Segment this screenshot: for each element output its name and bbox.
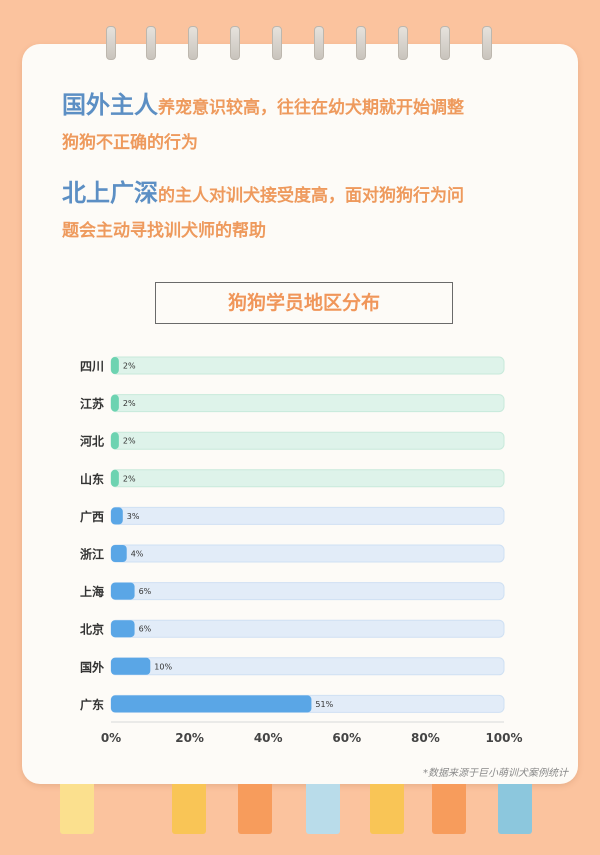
binder-ring-icon bbox=[398, 26, 408, 60]
data-label: 2% bbox=[123, 437, 136, 446]
data-label: 2% bbox=[123, 362, 136, 371]
binder-ring-icon bbox=[440, 26, 450, 60]
bar bbox=[111, 357, 119, 374]
category-label: 山东 bbox=[80, 471, 104, 486]
data-label: 3% bbox=[127, 512, 140, 521]
index-tab bbox=[370, 784, 404, 834]
binder-ring-icon bbox=[272, 26, 282, 60]
intro-lead-1: 国外主人 bbox=[62, 91, 158, 119]
bar-track bbox=[110, 582, 505, 601]
intro-text-1b: 狗狗不正确的行为 bbox=[62, 133, 198, 153]
binder-ring-icon bbox=[314, 26, 324, 60]
intro-text-2a: 的主人对训犬接受度高，面对狗狗行为问 bbox=[158, 186, 464, 206]
bar-track bbox=[110, 431, 505, 450]
data-label: 6% bbox=[139, 625, 152, 634]
intro-paragraph-2: 北上广深的主人对训犬接受度高，面对狗狗行为问 题会主动寻找训犬师的帮助 bbox=[62, 174, 562, 250]
binder-ring-icon bbox=[188, 26, 198, 60]
bar bbox=[111, 394, 119, 412]
data-label: 6% bbox=[139, 587, 152, 596]
bar bbox=[111, 507, 123, 525]
data-label: 51% bbox=[315, 700, 333, 709]
category-label: 广东 bbox=[80, 697, 104, 712]
bar-track bbox=[110, 544, 505, 563]
bar-track bbox=[110, 356, 505, 375]
tick-label: 80% bbox=[411, 731, 440, 745]
category-label: 河北 bbox=[79, 434, 104, 449]
intro-lead-2: 北上广深 bbox=[62, 179, 158, 207]
bar-track bbox=[110, 506, 505, 525]
index-tab bbox=[172, 784, 206, 834]
index-tab bbox=[238, 784, 272, 834]
data-source-note: *数据来源于巨小萌训犬案例统计 bbox=[423, 768, 568, 779]
bar-track bbox=[110, 394, 505, 413]
chart-title: 狗狗学员地区分布 bbox=[155, 282, 453, 324]
bar bbox=[111, 469, 119, 487]
category-label: 北京 bbox=[80, 622, 104, 637]
data-label: 4% bbox=[131, 550, 144, 559]
binder-ring-icon bbox=[356, 26, 366, 60]
intro-text-2b: 题会主动寻找训犬师的帮助 bbox=[62, 221, 266, 241]
tick-label: 100% bbox=[485, 731, 522, 745]
bar bbox=[111, 695, 312, 713]
bar bbox=[111, 582, 135, 600]
tick-label: 40% bbox=[254, 731, 283, 745]
tick-label: 20% bbox=[175, 731, 204, 745]
intro-paragraph-1: 国外主人养宠意识较高，往往在幼犬期就开始调整 狗狗不正确的行为 bbox=[62, 86, 562, 162]
data-label: 2% bbox=[123, 474, 136, 483]
bar bbox=[111, 432, 119, 450]
index-tab bbox=[432, 784, 466, 834]
category-label: 四川 bbox=[80, 360, 104, 374]
data-label: 10% bbox=[154, 662, 172, 671]
index-tab bbox=[498, 784, 532, 834]
bar-track bbox=[110, 469, 505, 488]
bar bbox=[111, 620, 135, 638]
category-label: 上海 bbox=[80, 584, 104, 599]
binder-ring-icon bbox=[230, 26, 240, 60]
binder-ring-icon bbox=[146, 26, 156, 60]
index-tab bbox=[306, 784, 340, 834]
category-label: 广西 bbox=[80, 509, 104, 524]
binder-ring-icon bbox=[106, 26, 116, 60]
bar-track bbox=[110, 619, 505, 638]
index-tab bbox=[60, 784, 94, 834]
category-label: 浙江 bbox=[80, 547, 104, 562]
intro-text-1a: 养宠意识较高，往往在幼犬期就开始调整 bbox=[158, 98, 464, 118]
tick-label: 60% bbox=[332, 731, 361, 745]
data-label: 2% bbox=[123, 399, 136, 408]
category-label: 江苏 bbox=[80, 396, 104, 411]
binder-ring-icon bbox=[482, 26, 492, 60]
bar bbox=[111, 545, 127, 562]
category-label: 国外 bbox=[80, 659, 104, 674]
bar bbox=[111, 657, 151, 675]
tick-label: 0% bbox=[101, 731, 121, 745]
